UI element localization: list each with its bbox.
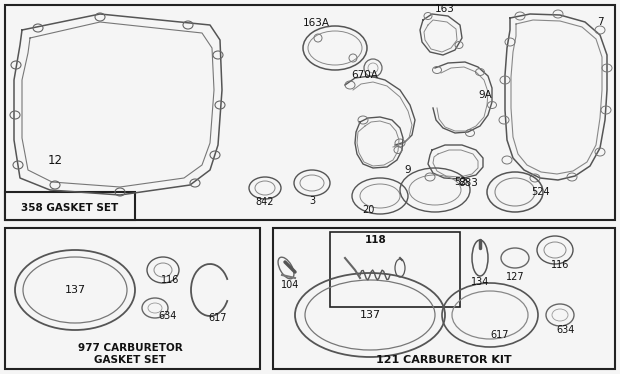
Bar bbox=[5, 5, 615, 220]
Bar bbox=[5, 228, 260, 369]
Text: 163A: 163A bbox=[303, 18, 329, 28]
Text: 118: 118 bbox=[365, 235, 387, 245]
Text: 12: 12 bbox=[48, 153, 63, 166]
Text: 670A: 670A bbox=[352, 70, 378, 80]
Text: 9A: 9A bbox=[478, 90, 492, 100]
Text: 358 GASKET SET: 358 GASKET SET bbox=[21, 203, 118, 213]
Text: 3: 3 bbox=[309, 196, 315, 206]
Text: 134: 134 bbox=[471, 277, 489, 287]
Bar bbox=[330, 232, 460, 307]
Text: 7: 7 bbox=[596, 17, 603, 27]
Text: 121 CARBURETOR KIT: 121 CARBURETOR KIT bbox=[376, 355, 512, 365]
Text: 52: 52 bbox=[454, 177, 466, 187]
Text: 20: 20 bbox=[362, 205, 374, 215]
Text: 634: 634 bbox=[557, 325, 575, 335]
Text: 116: 116 bbox=[551, 260, 569, 270]
Text: 163: 163 bbox=[435, 4, 455, 14]
Ellipse shape bbox=[395, 259, 405, 277]
Ellipse shape bbox=[278, 257, 294, 279]
Text: 977 CARBURETOR
GASKET SET: 977 CARBURETOR GASKET SET bbox=[78, 343, 182, 365]
Text: 883: 883 bbox=[458, 178, 478, 188]
Text: 137: 137 bbox=[360, 310, 381, 320]
Text: 842: 842 bbox=[255, 197, 274, 207]
Bar bbox=[273, 228, 615, 369]
Text: 617: 617 bbox=[209, 313, 228, 323]
Text: 104: 104 bbox=[281, 280, 299, 290]
Text: 617: 617 bbox=[491, 330, 509, 340]
Text: 137: 137 bbox=[64, 285, 86, 295]
Ellipse shape bbox=[472, 240, 488, 276]
Text: 9: 9 bbox=[405, 165, 411, 175]
Text: 524: 524 bbox=[531, 187, 549, 197]
Text: 634: 634 bbox=[159, 311, 177, 321]
Text: 116: 116 bbox=[161, 275, 179, 285]
Bar bbox=[5, 192, 135, 220]
Text: 127: 127 bbox=[506, 272, 525, 282]
